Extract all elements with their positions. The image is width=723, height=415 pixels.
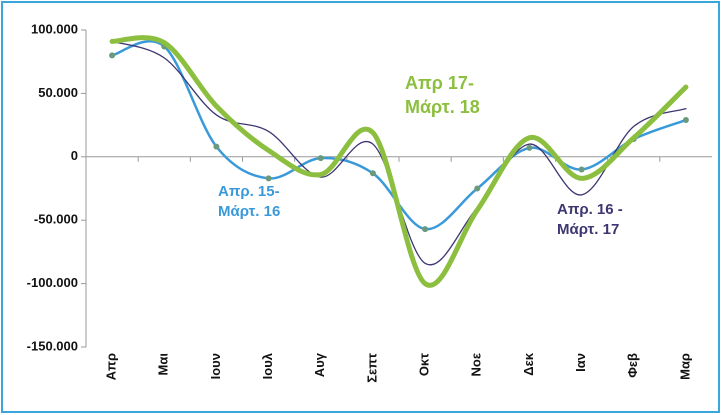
x-tick-label: Απρ <box>104 353 119 380</box>
marker <box>474 185 481 192</box>
series-label-line: Απρ. 16 - <box>557 201 623 218</box>
series-label-line: Μάρτ. 17 <box>557 221 619 238</box>
x-tick-label: Οκτ <box>417 353 432 376</box>
series-label-line: Απρ. 15- <box>218 183 280 200</box>
marker <box>422 226 429 233</box>
x-tick-label: Σεπτ <box>364 353 379 383</box>
x-tick-label: Αυγ <box>312 352 327 377</box>
y-tick-label: -100.000 <box>27 275 78 290</box>
marker <box>369 170 376 177</box>
x-tick-label: Νοε <box>469 353 484 377</box>
x-tick-label: Μαρ <box>677 353 692 380</box>
x-tick-label: Φεβ <box>625 353 640 378</box>
marker <box>317 155 324 162</box>
series-line <box>109 35 689 288</box>
x-tick-label: Δεκ <box>521 352 536 376</box>
marker <box>265 175 272 182</box>
marker <box>526 144 533 151</box>
series-label: Απρ. 16 - Μάρτ. 17 <box>557 201 623 238</box>
x-tick-label: Μαι <box>156 353 171 376</box>
series-line <box>111 40 687 266</box>
marker <box>578 166 585 173</box>
y-tick-label: 0 <box>71 148 78 163</box>
series-label-line: Απρ 17- <box>405 73 474 93</box>
marker <box>682 117 689 124</box>
marker <box>213 143 220 150</box>
x-tick-label: Ιουν <box>208 353 223 379</box>
series-label: Απρ. 15- Μάρτ. 16 <box>218 183 280 220</box>
y-tick-label: 100.000 <box>31 21 78 36</box>
y-tick-label: -50.000 <box>34 212 78 227</box>
series-label-line: Μάρτ. 16 <box>218 203 280 220</box>
x-tick-label: Ιουλ <box>260 352 275 379</box>
y-tick-label: -150.000 <box>27 338 78 353</box>
x-tick-label: Ιαν <box>573 353 588 372</box>
marker <box>109 52 116 59</box>
y-tick-label: 50.000 <box>38 85 78 100</box>
series-label-line: Μάρτ. 18 <box>405 97 480 117</box>
series-label: Απρ 17- Μάρτ. 18 <box>405 73 480 117</box>
